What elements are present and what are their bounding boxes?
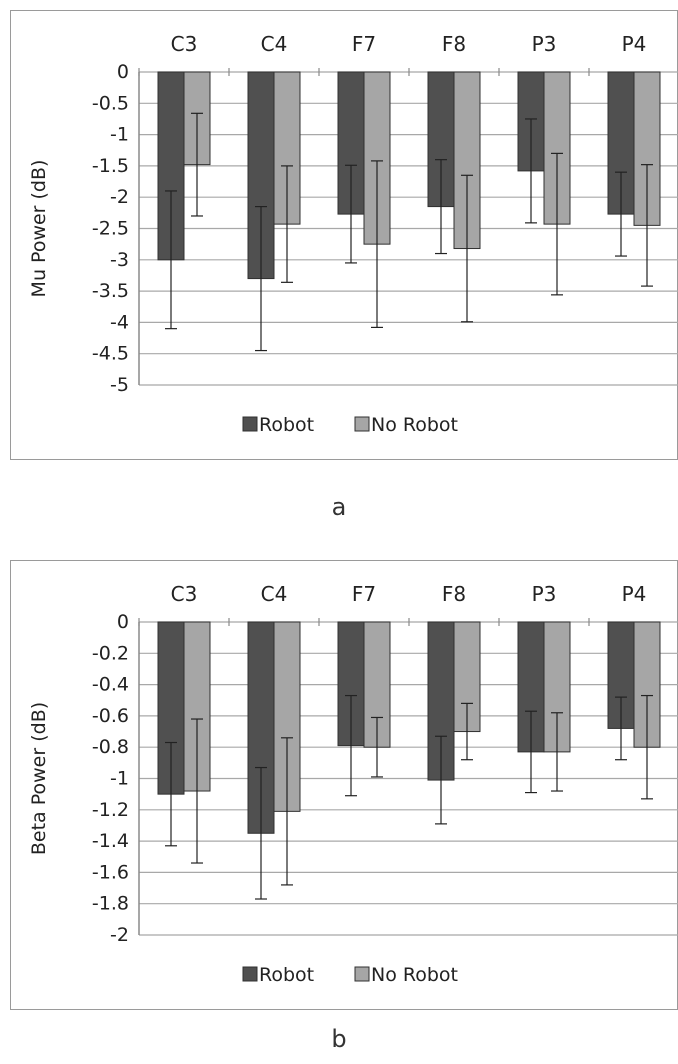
- y-axis-label: Mu Power (dB): [28, 160, 50, 298]
- legend-swatch: [242, 416, 258, 432]
- legend-label: Robot: [259, 964, 314, 986]
- panel-label-b: b: [331, 1025, 347, 1053]
- y-tick-label: -4.5: [92, 343, 129, 365]
- category-label: P4: [622, 32, 647, 56]
- category-label: C3: [171, 32, 198, 56]
- y-tick-label: -4: [110, 311, 129, 333]
- legend-label: No Robot: [371, 414, 458, 436]
- y-tick-label: -1.8: [92, 893, 129, 915]
- y-tick-label: -0.4: [92, 674, 129, 696]
- y-tick-label: -1.2: [92, 799, 129, 821]
- y-tick-label: -2: [110, 186, 129, 208]
- series-robot: [157, 71, 635, 352]
- series-no-robot: [183, 71, 661, 329]
- y-tick-label: 0: [117, 61, 129, 83]
- y-tick-label: -1: [110, 124, 129, 146]
- series-no-robot: [183, 621, 661, 886]
- legend-label: No Robot: [371, 964, 458, 986]
- y-tick-label: -2: [110, 924, 129, 946]
- legend: Robot No Robot: [242, 414, 458, 436]
- chart-a-svg: 0 -0.5 -1 -1.5 -2 -2.5 -3 -3.5 -4 -4.5 -5 Mu Power …: [28, 32, 678, 436]
- legend-swatch: [242, 966, 258, 982]
- y-tick-label: -3: [110, 249, 129, 271]
- category-label: P3: [532, 32, 557, 56]
- y-tick-label: -5: [110, 374, 129, 396]
- category-label: C3: [171, 582, 198, 606]
- category-label: F7: [352, 582, 376, 606]
- gridlines: [139, 71, 678, 386]
- panel-label-a: a: [331, 493, 347, 521]
- category-label: F8: [442, 32, 466, 56]
- y-tick-label: -0.5: [92, 92, 129, 114]
- legend-swatch: [354, 966, 370, 982]
- chart-panel-b: 0 -0.2 -0.4 -0.6 -0.8 -1 -1.2 -1.4 -1.6 -1.8 -2 Bet…: [10, 560, 678, 1010]
- y-tick-label: -0.6: [92, 705, 129, 727]
- y-tick-label: -1.5: [92, 155, 129, 177]
- y-tick-label: 0: [117, 611, 129, 633]
- gridlines: [139, 621, 678, 936]
- y-tick-label: -0.2: [92, 642, 129, 664]
- y-tick-label: -0.8: [92, 736, 129, 758]
- category-label: C4: [261, 32, 288, 56]
- legend-swatch: [354, 416, 370, 432]
- series-robot: [157, 621, 635, 900]
- category-label: P3: [532, 582, 557, 606]
- chart-panel-a: 0 -0.5 -1 -1.5 -2 -2.5 -3 -3.5 -4 -4.5 -5 Mu Power …: [10, 10, 678, 460]
- y-tick-label: -1.4: [92, 830, 129, 852]
- y-axis-label: Beta Power (dB): [28, 702, 50, 855]
- legend: Robot No Robot: [242, 964, 458, 986]
- legend-label: Robot: [259, 414, 314, 436]
- category-label: C4: [261, 582, 288, 606]
- y-tick-label: -2.5: [92, 218, 129, 240]
- y-tick-label: -3.5: [92, 280, 129, 302]
- category-label: F7: [352, 32, 376, 56]
- category-label: F8: [442, 582, 466, 606]
- y-tick-label: -1.6: [92, 861, 129, 883]
- y-tick-label: -1: [110, 768, 129, 790]
- category-label: P4: [622, 582, 647, 606]
- chart-b-svg: 0 -0.2 -0.4 -0.6 -0.8 -1 -1.2 -1.4 -1.6 -1.8 -2 Bet…: [28, 582, 678, 986]
